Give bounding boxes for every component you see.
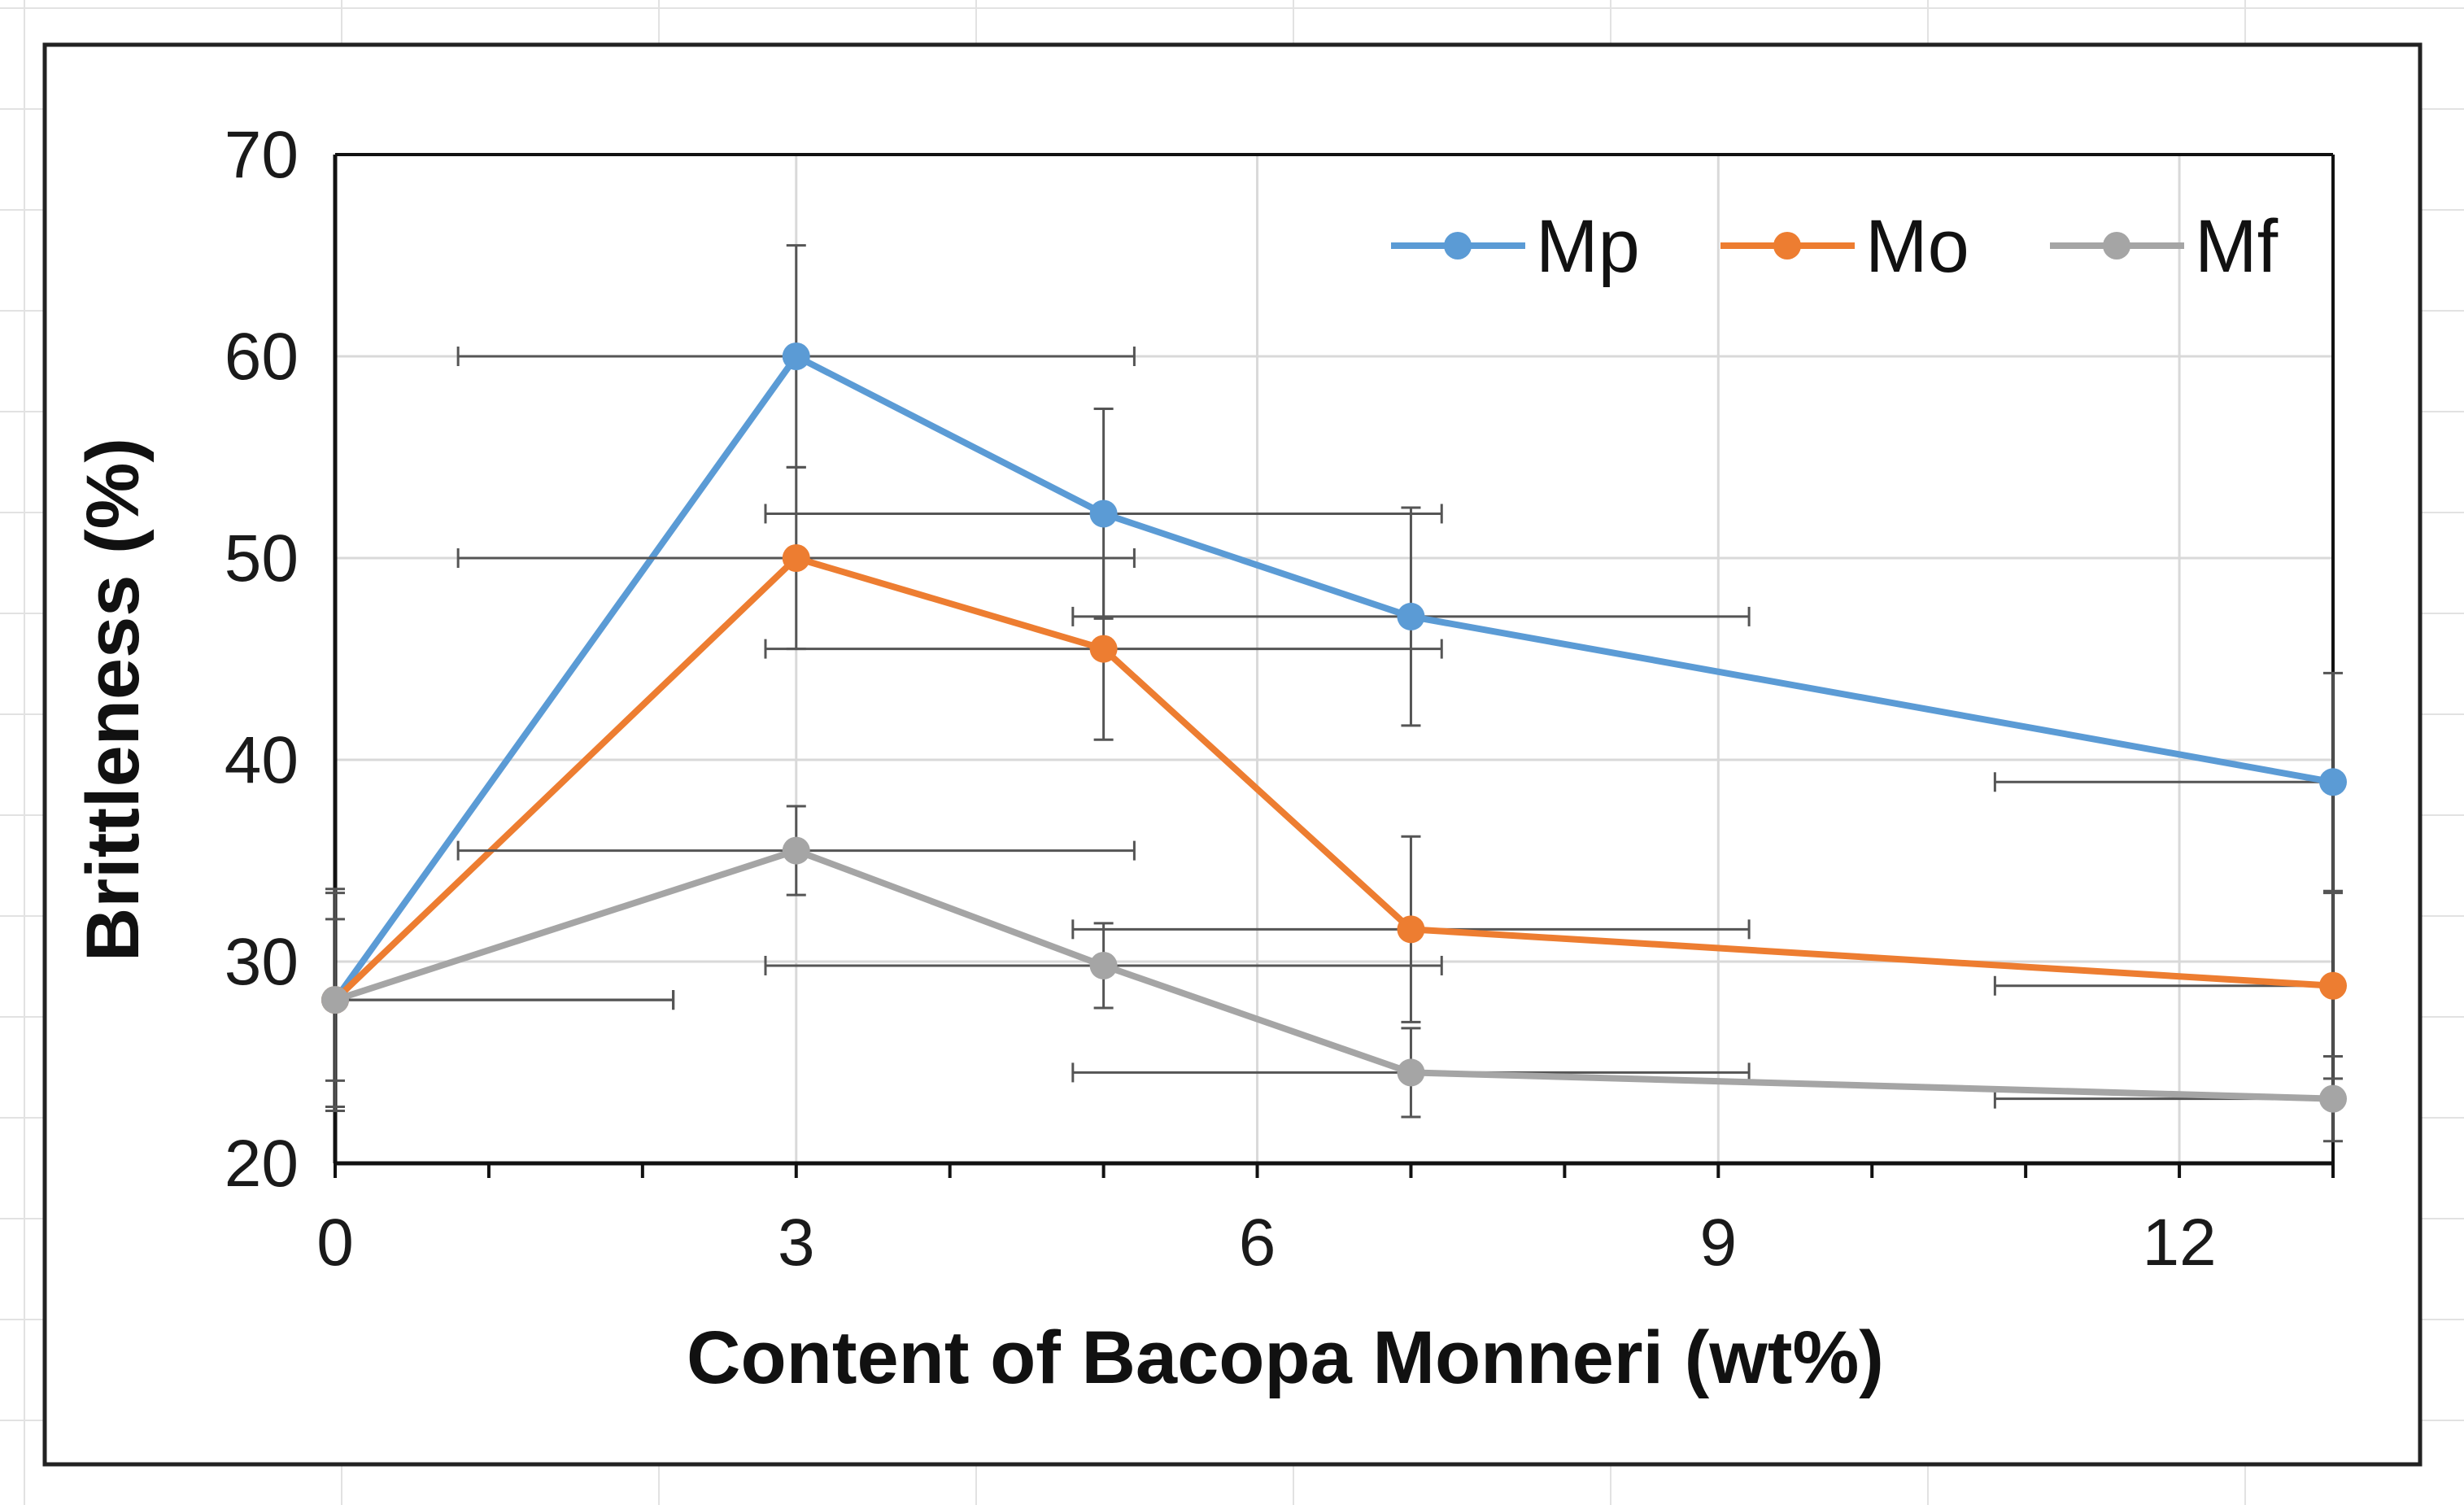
series-Mf [321, 805, 2347, 1143]
y-tick-label: 70 [225, 118, 299, 192]
x-tick-label: 12 [2142, 1206, 2216, 1280]
data-point-Mp [782, 342, 810, 370]
x-tick-label: 6 [1239, 1206, 1276, 1280]
data-point-Mf [2319, 1084, 2347, 1113]
y-tick-label: 50 [225, 521, 299, 595]
legend-label-Mf: Mf [2195, 205, 2279, 288]
data-point-Mp [1089, 499, 1118, 528]
legend-label-Mp: Mp [1536, 205, 1640, 288]
y-axis-label: Brittleness (%) [72, 438, 155, 962]
data-point-Mf [782, 836, 810, 865]
x-axis-label: Content of Bacopa Monneri (wt%) [687, 1316, 1884, 1399]
x-tick-labels: 0 3 6 9 12 [316, 1206, 2216, 1280]
x-tick-label: 9 [1700, 1206, 1738, 1280]
legend: Mp Mo Mf [1391, 205, 2279, 288]
y-tick-label: 30 [225, 925, 299, 999]
data-point-Mo [1089, 635, 1118, 663]
x-tick-label: 0 [316, 1206, 354, 1280]
series-layer [321, 244, 2347, 1143]
legend-label-Mo: Mo [1865, 205, 1969, 288]
data-point-Mf [321, 986, 349, 1014]
legend-marker-Mp [1444, 232, 1472, 260]
y-tick-label: 60 [225, 320, 299, 394]
chart-frame [42, 42, 2423, 1467]
data-point-Mf [1397, 1058, 1425, 1087]
y-tick-labels: 20 30 40 50 60 70 [225, 118, 299, 1201]
y-tick-label: 20 [225, 1127, 299, 1201]
data-point-Mo [2319, 971, 2347, 1000]
data-point-Mf [1089, 951, 1118, 979]
legend-marker-Mf [2103, 232, 2130, 260]
data-point-Mo [782, 544, 810, 572]
y-tick-label: 40 [225, 723, 299, 797]
data-point-Mp [2319, 768, 2347, 796]
x-tick-label: 3 [778, 1206, 815, 1280]
data-point-Mo [1397, 915, 1425, 944]
data-point-Mp [1397, 602, 1425, 630]
legend-marker-Mo [1773, 232, 1801, 260]
